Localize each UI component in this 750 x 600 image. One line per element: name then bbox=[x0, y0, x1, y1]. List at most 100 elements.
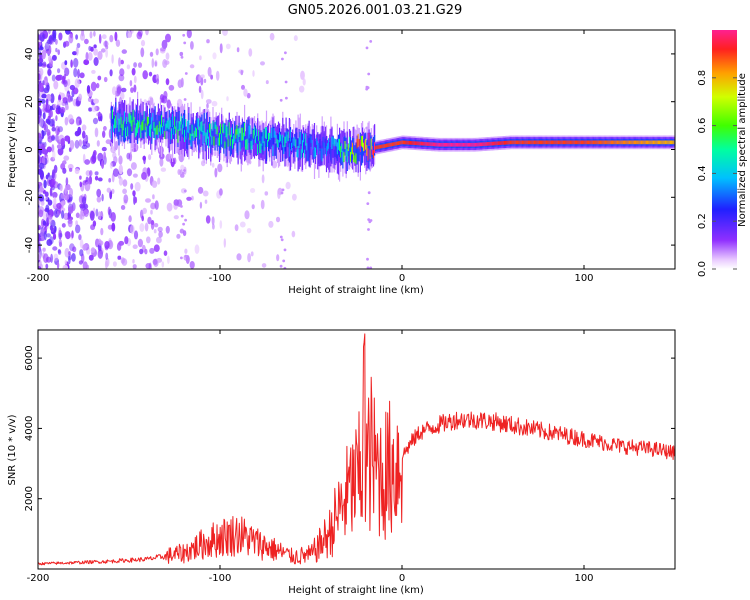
ridge-cell bbox=[509, 140, 511, 145]
ridge-cell bbox=[276, 134, 278, 164]
noise-speckle bbox=[250, 251, 254, 257]
ridge-cell bbox=[256, 134, 258, 157]
noise-speckle bbox=[114, 31, 118, 42]
ridge-cell bbox=[306, 143, 308, 151]
noise-speckle bbox=[120, 205, 126, 210]
ridge-cell bbox=[359, 139, 361, 152]
noise-speckle bbox=[96, 82, 100, 89]
noise-speckle bbox=[52, 181, 59, 189]
ridge-cell bbox=[342, 150, 344, 162]
ridge-cell bbox=[488, 142, 490, 146]
ridge-cell bbox=[152, 117, 154, 132]
ridge-cell bbox=[288, 118, 290, 156]
ridge-cell bbox=[331, 140, 333, 164]
noise-speckle bbox=[234, 224, 239, 232]
noise-speckle bbox=[300, 70, 305, 81]
ridge-cell bbox=[142, 119, 144, 131]
noise-speckle bbox=[94, 175, 99, 181]
ridge-cell bbox=[357, 136, 359, 161]
noise-speckle bbox=[87, 177, 92, 185]
ridge-cell bbox=[664, 140, 666, 145]
ridge-cell bbox=[185, 122, 187, 137]
ridge-cell bbox=[558, 140, 560, 145]
noise-speckle bbox=[206, 39, 210, 44]
ridge-cell bbox=[512, 140, 514, 145]
noise-speckle bbox=[46, 146, 52, 153]
ridge-cell bbox=[147, 117, 150, 124]
ridge-cell bbox=[615, 140, 617, 145]
ridge-cell bbox=[345, 143, 347, 157]
spectrogram-y-tick-label: -40 bbox=[24, 237, 35, 253]
ridge-cell bbox=[340, 146, 342, 158]
colorbar: 0.0 0.2 0.4 0.6 0.8 Normalized spectral ampl… bbox=[697, 30, 748, 277]
ridge-cell bbox=[187, 120, 189, 133]
noise-speckle bbox=[78, 93, 83, 102]
noise-speckle bbox=[51, 169, 55, 180]
noise-speckle bbox=[55, 38, 58, 45]
ridge-cell bbox=[167, 121, 169, 139]
noise-speckle bbox=[367, 228, 370, 231]
noise-speckle bbox=[109, 34, 114, 43]
ridge-cell bbox=[297, 114, 299, 158]
ridge-cell bbox=[273, 133, 275, 161]
ridge-cell bbox=[424, 141, 426, 146]
ridge-cell bbox=[287, 133, 289, 161]
ridge-cell bbox=[436, 142, 438, 147]
noise-speckle bbox=[60, 193, 65, 199]
noise-speckle bbox=[302, 78, 306, 86]
noise-speckle bbox=[236, 253, 242, 261]
noise-speckle bbox=[165, 153, 171, 162]
ridge-cell bbox=[335, 145, 337, 159]
ridge-cell bbox=[203, 123, 205, 136]
noise-speckle bbox=[65, 177, 69, 186]
ridge-cell bbox=[635, 140, 637, 145]
ridge-cell bbox=[188, 119, 190, 134]
noise-speckle bbox=[112, 152, 117, 159]
noise-speckle bbox=[186, 30, 192, 39]
noise-speckle bbox=[40, 130, 47, 137]
ridge-cell bbox=[308, 143, 310, 167]
ridge-cell bbox=[463, 142, 465, 147]
noise-speckle bbox=[131, 30, 134, 34]
ridge-cell bbox=[332, 136, 334, 145]
ridge-cell bbox=[346, 149, 348, 163]
ridge-cell bbox=[617, 140, 619, 145]
ridge-cell bbox=[412, 141, 414, 145]
noise-speckle bbox=[153, 229, 157, 234]
noise-speckle bbox=[87, 52, 93, 61]
ridge-cell bbox=[137, 120, 139, 133]
ridge-cell bbox=[407, 140, 409, 145]
ridge-cell bbox=[110, 106, 112, 131]
noise-speckle bbox=[241, 84, 245, 90]
spectrogram-noise bbox=[38, 30, 373, 269]
ridge-cell bbox=[514, 140, 516, 145]
noise-speckle bbox=[65, 104, 69, 111]
noise-speckle bbox=[365, 87, 369, 91]
ridge-cell bbox=[520, 140, 522, 145]
ridge-cell bbox=[472, 142, 474, 147]
ridge-cell bbox=[384, 143, 387, 148]
ridge-cell bbox=[163, 119, 165, 127]
ridge-cell bbox=[149, 108, 151, 128]
ridge-cell bbox=[419, 141, 421, 146]
noise-speckle bbox=[70, 59, 73, 68]
ridge-cell bbox=[180, 116, 182, 125]
ridge-cell bbox=[592, 140, 594, 145]
ridge-cell bbox=[327, 146, 329, 168]
noise-speckle bbox=[129, 224, 135, 235]
spectrogram-x-tick-label: 100 bbox=[574, 273, 593, 284]
noise-speckle bbox=[149, 247, 155, 254]
ridge-cell bbox=[242, 129, 245, 152]
noise-speckle bbox=[70, 95, 74, 102]
ridge-cell bbox=[483, 142, 485, 146]
ridge-cell bbox=[156, 125, 158, 135]
ridge-cell bbox=[209, 123, 211, 133]
ridge-cell bbox=[447, 142, 449, 147]
ridge-cell bbox=[317, 140, 319, 150]
noise-speckle bbox=[183, 189, 187, 193]
noise-speckle bbox=[132, 264, 137, 269]
ridge-cell bbox=[630, 140, 632, 145]
ridge-cell bbox=[481, 142, 483, 147]
ridge-cell bbox=[542, 140, 544, 145]
noise-speckle bbox=[150, 202, 156, 210]
